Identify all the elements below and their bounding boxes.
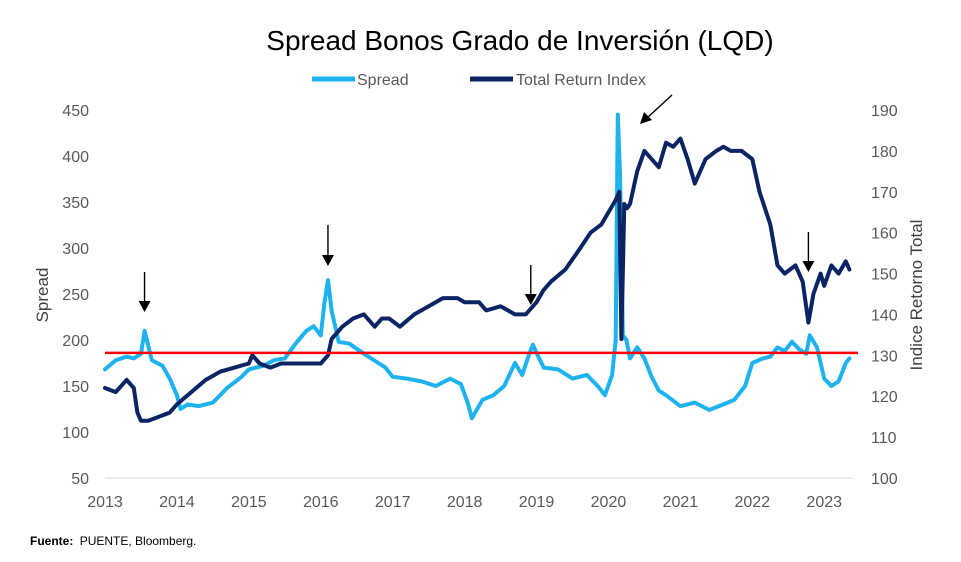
y2-tick-label: 180 <box>871 144 898 161</box>
y-tick-label: 200 <box>62 333 89 350</box>
y-axis-title: Spread <box>33 268 52 323</box>
source-text: PUENTE, Bloomberg. <box>80 534 197 548</box>
x-tick-label: 2018 <box>447 494 483 511</box>
x-tick-label: 2015 <box>231 494 267 511</box>
y-tick-label: 100 <box>62 425 89 442</box>
arrow-head <box>524 294 537 305</box>
y2-tick-label: 160 <box>871 226 898 243</box>
y2-tick-label: 190 <box>871 103 898 120</box>
y2-tick-label: 120 <box>871 389 898 406</box>
arrow-head <box>138 301 151 312</box>
y2-tick-label: 110 <box>871 430 897 447</box>
y-tick-label: 450 <box>62 103 89 120</box>
x-tick-label: 2019 <box>519 494 555 511</box>
y-tick-label: 50 <box>71 471 89 488</box>
arrow-head <box>802 261 815 272</box>
y2-tick-label: 100 <box>871 471 898 488</box>
x-tick-label: 2022 <box>735 494 771 511</box>
y-tick-label: 350 <box>62 195 89 212</box>
x-tick-label: 2014 <box>159 494 195 511</box>
source-label: Fuente: <box>30 534 73 548</box>
x-tick-label: 2016 <box>303 494 339 511</box>
y-tick-label: 400 <box>62 149 89 166</box>
y-tick-label: 150 <box>62 379 89 396</box>
x-tick-label: 2021 <box>663 494 699 511</box>
x-tick-label: 2020 <box>591 494 627 511</box>
y2-tick-label: 130 <box>871 348 898 365</box>
y2-axis-title: Indice Retorno Total <box>907 220 926 371</box>
plot-area: 50 100 150 200 250 300 350 400 450 100 110 120 130 14… <box>62 94 898 511</box>
legend: Spread Total Return Index <box>312 72 646 89</box>
x-tick-label: 2013 <box>87 494 123 511</box>
y-tick-label: 250 <box>62 287 89 304</box>
legend-label-spread: Spread <box>357 72 409 89</box>
y-tick-label: 300 <box>62 241 89 258</box>
arrow-head <box>321 255 334 266</box>
x-tick-label: 2017 <box>375 494 411 511</box>
spread-line <box>103 112 852 421</box>
x-tick-label: 2023 <box>806 494 842 511</box>
total-return-line <box>103 136 852 423</box>
legend-label-total-return: Total Return Index <box>516 72 646 89</box>
arrow-shaft <box>646 94 673 119</box>
y2-tick-label: 150 <box>871 267 898 284</box>
arrow-head <box>640 112 652 124</box>
y2-tick-label: 170 <box>871 185 898 202</box>
chart-title: Spread Bonos Grado de Inversión (LQD) <box>266 25 773 56</box>
y2-tick-label: 140 <box>871 307 898 324</box>
source-note: Fuente: PUENTE, Bloomberg. <box>30 534 196 548</box>
